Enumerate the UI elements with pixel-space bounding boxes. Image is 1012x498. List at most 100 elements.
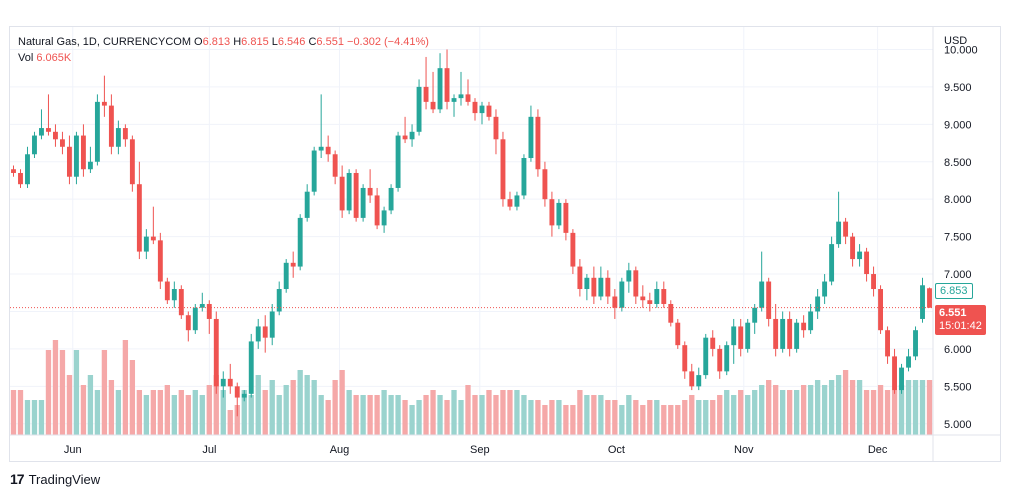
candle-body <box>864 251 870 275</box>
candle-body <box>647 300 653 304</box>
high-value: 6.815 <box>241 36 269 48</box>
volume-bar <box>339 370 345 435</box>
legend-ohlc-row: Natural Gas, 1D, CURRENCYCOM O6.813 H6.8… <box>18 34 429 50</box>
candle-body <box>11 169 16 173</box>
candle-body <box>927 288 932 308</box>
tradingview-logo-icon: 17 <box>10 471 25 487</box>
candle-body <box>913 330 918 357</box>
volume-bar <box>80 385 87 435</box>
volume-bar <box>793 390 800 435</box>
candle-body <box>171 289 177 301</box>
volume-bar <box>276 395 282 435</box>
candle-body <box>920 285 925 319</box>
chart-frame <box>9 26 1001 462</box>
volume-bar <box>626 395 632 435</box>
candle-body <box>906 356 911 368</box>
candle-body <box>332 154 338 177</box>
volume-bar <box>353 395 359 435</box>
candle-body <box>381 210 387 226</box>
candle-body <box>472 101 478 114</box>
candle-body <box>850 236 856 260</box>
volume-value: 6.065K <box>36 52 72 64</box>
candle-body <box>122 128 128 140</box>
volume-bar <box>842 370 849 435</box>
volume-bar <box>856 380 863 435</box>
volume-bar <box>605 400 611 435</box>
volume-bar <box>129 360 136 435</box>
candle-body <box>430 101 436 110</box>
volume-bar <box>640 405 646 435</box>
candle-body <box>143 236 149 252</box>
candle-body <box>360 187 366 218</box>
candle-body <box>528 116 534 159</box>
candle-body <box>899 367 904 391</box>
volume-bar <box>206 385 212 435</box>
volume-label[interactable]: Vol <box>18 52 34 64</box>
candle-body <box>46 128 51 132</box>
candle-body <box>290 262 296 267</box>
candle-body <box>164 281 170 301</box>
volume-bar <box>584 395 590 435</box>
volume-bar <box>759 385 765 435</box>
symbol-label[interactable]: Natural Gas, 1D, CURRENCYCOM <box>18 36 191 48</box>
volume-bar <box>863 390 870 435</box>
candle-body <box>32 135 37 155</box>
candle-body <box>409 131 415 140</box>
volume-bar <box>255 375 261 435</box>
volume-bar <box>150 390 157 435</box>
volume-bar <box>73 350 80 435</box>
candle-body <box>444 68 450 102</box>
candle-body <box>766 281 772 319</box>
volume-bar <box>332 380 338 435</box>
x-tick-label: Sep <box>470 444 490 456</box>
candle-body <box>563 202 569 233</box>
bar-countdown: 15:01:42 <box>939 320 982 332</box>
volume-bar <box>661 405 667 435</box>
volume-bar <box>828 380 835 435</box>
volume-bar <box>416 400 422 435</box>
candle-body <box>416 86 422 132</box>
volume-bar <box>178 390 184 435</box>
x-tick-label: Aug <box>330 444 350 456</box>
volume-bar <box>17 390 24 435</box>
change-value: −0.302 (−4.41%) <box>347 36 429 48</box>
y-tick-label: 9.500 <box>944 82 972 94</box>
volume-bars <box>10 340 933 435</box>
volume-bar <box>577 390 583 435</box>
volume-bar <box>325 400 331 435</box>
y-tick-label: 7.500 <box>944 232 972 244</box>
candle-body <box>185 315 191 331</box>
candle-body <box>80 135 86 170</box>
volume-bar <box>514 390 520 435</box>
volume-bar <box>612 400 618 435</box>
volume-bar <box>451 390 457 435</box>
volume-bar <box>898 385 905 435</box>
candle-body <box>598 277 604 297</box>
volume-bar <box>849 380 856 435</box>
candle-body <box>822 281 828 297</box>
volume-bar <box>283 385 289 435</box>
volume-bar <box>101 350 108 435</box>
volume-bar <box>877 385 884 435</box>
volume-bar <box>493 395 499 435</box>
candle-body <box>199 303 205 308</box>
volume-bar <box>423 395 429 435</box>
candle-body <box>437 68 443 110</box>
candle-body <box>220 378 226 387</box>
candle-body <box>255 326 261 342</box>
legend-volume-row: Vol 6.065K <box>18 50 429 66</box>
volume-bar <box>919 380 926 435</box>
candle-body <box>500 139 506 200</box>
y-tick-label: 6.000 <box>944 344 972 356</box>
candle-body <box>570 232 576 267</box>
volume-bar <box>703 400 709 435</box>
tradingview-logo[interactable]: 17 TradingView <box>10 471 100 487</box>
axes: 10.0009.5009.0008.5008.0007.5007.0006.50… <box>10 27 1000 462</box>
volume-bar <box>710 400 716 435</box>
volume-bar <box>668 405 674 435</box>
candle-body <box>836 221 842 245</box>
candle-body <box>745 322 751 349</box>
volume-bar <box>786 390 793 435</box>
candle-body <box>878 289 884 331</box>
